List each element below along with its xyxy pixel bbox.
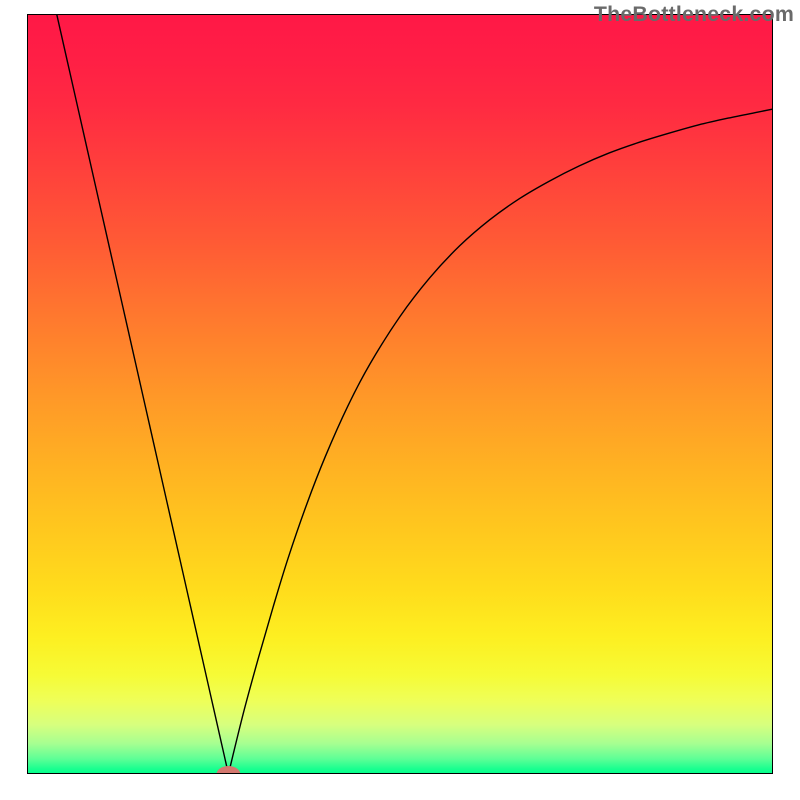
watermark-text: TheBottleneck.com	[594, 2, 794, 27]
bottleneck-chart	[0, 0, 800, 800]
gradient-background	[27, 14, 773, 774]
chart-container: TheBottleneck.com	[0, 0, 800, 800]
